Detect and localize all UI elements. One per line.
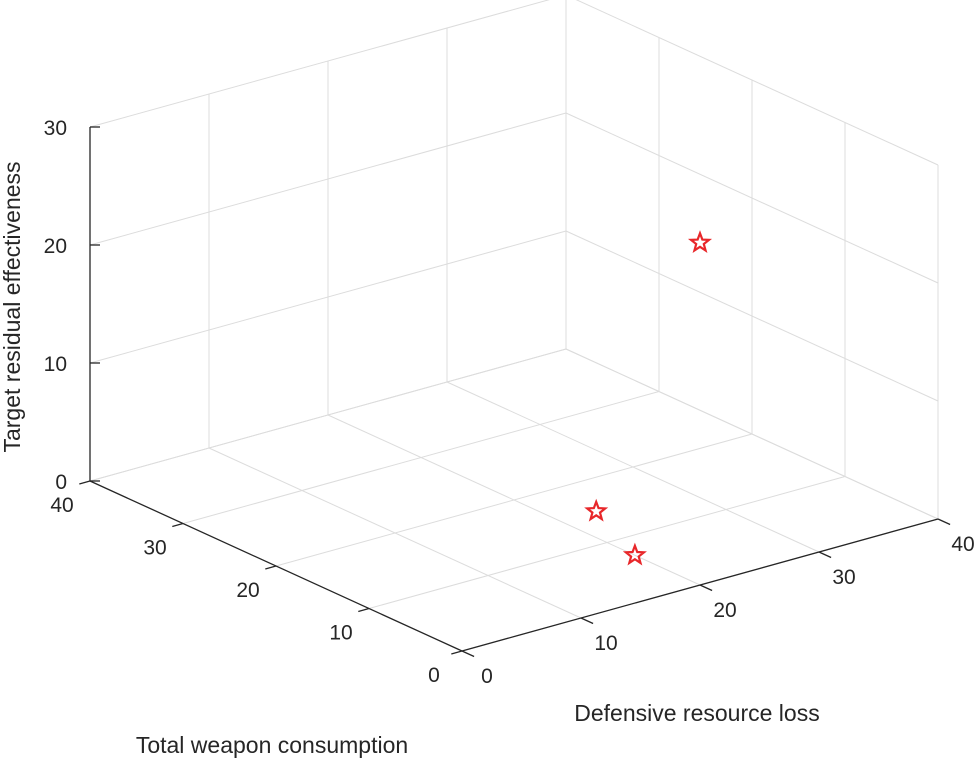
x-axis-title: Total weapon consumption <box>136 732 408 758</box>
y-tick-label: 30 <box>832 566 855 589</box>
side-wall-grid-line <box>565 112 939 284</box>
z-tick-label: 20 <box>44 235 67 258</box>
x-tick-label: 40 <box>50 494 73 517</box>
x-tick-label: 20 <box>236 579 259 602</box>
y-tick-mark <box>699 584 713 592</box>
y-axis-title: Defensive resource loss <box>574 700 819 726</box>
y-tick-mark <box>580 617 594 625</box>
side-wall-grid-line <box>565 348 939 520</box>
x-tick-mark <box>451 650 463 655</box>
x-tick-mark <box>79 480 91 485</box>
y-tick-mark <box>937 518 951 526</box>
floor-grid-line <box>446 381 820 553</box>
star-marker <box>622 542 647 566</box>
x-tick-label: 30 <box>143 537 166 560</box>
side-wall-grid-line <box>565 230 939 402</box>
x-tick-mark <box>172 522 184 528</box>
y-tick-label: 0 <box>481 665 493 688</box>
side-wall-grid-line <box>575 0 939 166</box>
star-marker <box>687 230 713 254</box>
x-tick-label: 0 <box>428 664 440 687</box>
y-tick-mark <box>818 551 832 559</box>
x-tick-mark <box>358 607 370 613</box>
floor-grid-line <box>327 414 701 586</box>
floor-grid-line <box>208 447 582 619</box>
x-tick-mark <box>265 565 277 570</box>
z-tick-label: 0 <box>55 471 67 494</box>
grid-lines <box>89 0 939 652</box>
z-tick-label: 10 <box>44 353 67 376</box>
star-marker <box>584 498 609 522</box>
x-tick-label: 10 <box>329 622 352 645</box>
y-tick-label: 10 <box>594 632 617 655</box>
back-wall-grid-line <box>89 230 567 364</box>
back-wall-grid-line <box>89 0 550 128</box>
z-axis-title: Target residual effectiveness <box>0 161 25 452</box>
data-markers <box>584 230 713 566</box>
back-wall-grid-line <box>89 112 567 246</box>
y-tick-label: 20 <box>713 599 736 622</box>
y-tick-mark <box>461 650 475 658</box>
z-tick-label: 30 <box>44 117 67 140</box>
y-tick-label: 40 <box>951 533 974 556</box>
back-wall-grid-line <box>89 348 567 482</box>
